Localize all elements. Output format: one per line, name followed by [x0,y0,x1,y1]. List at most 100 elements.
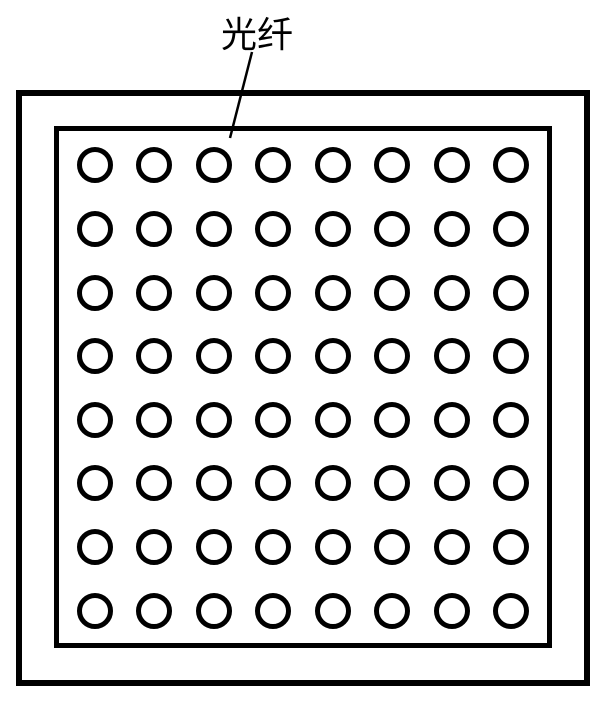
grid-cell [255,146,293,185]
grid-cell [374,146,412,185]
fiber-label-text: 光纤 [221,14,293,55]
fiber-label: 光纤 [221,6,293,58]
fiber-circle [255,275,291,311]
fiber-circle [196,275,232,311]
grid-cell [255,273,293,312]
fiber-circle [136,147,172,183]
grid-cell [493,146,531,185]
fiber-circle [77,593,113,629]
grid-cell [314,337,352,376]
grid-cell [433,528,471,567]
grid-cell [314,401,352,440]
fiber-circle [255,465,291,501]
grid-cell [195,401,233,440]
grid-cell [493,273,531,312]
fiber-circle [315,593,351,629]
fiber-circle [315,402,351,438]
grid-cell [195,528,233,567]
fiber-circle [434,211,470,247]
grid-cell [195,337,233,376]
grid-cell [255,401,293,440]
grid-cell [493,591,531,630]
grid-cell [76,146,114,185]
fiber-circle [493,593,529,629]
grid-cell [76,210,114,249]
grid-cell [493,210,531,249]
fiber-circle [434,147,470,183]
fiber-circle [493,338,529,374]
fiber-circle [196,465,232,501]
grid-cell [374,528,412,567]
grid-cell [195,273,233,312]
fiber-circle [136,338,172,374]
grid-cell [433,401,471,440]
grid-cell [374,210,412,249]
fiber-circle [196,211,232,247]
fiber-circle [434,338,470,374]
fiber-circle [493,465,529,501]
grid-cell [76,337,114,376]
grid-cell [314,273,352,312]
grid-cell [136,591,174,630]
grid-cell [195,464,233,503]
grid-cell [314,146,352,185]
grid-cell [374,337,412,376]
fiber-circle [77,402,113,438]
fiber-circle [434,593,470,629]
grid-cell [433,146,471,185]
fiber-circle [255,402,291,438]
grid-cell [374,401,412,440]
fiber-circle [315,338,351,374]
fiber-circle [374,147,410,183]
fiber-circle [315,275,351,311]
fiber-circle [136,275,172,311]
grid-cell [136,401,174,440]
grid-cell [136,146,174,185]
grid-cell [314,528,352,567]
fiber-circle [374,275,410,311]
grid-cell [374,591,412,630]
fiber-circle [493,211,529,247]
fiber-circle [374,465,410,501]
grid-cell [374,273,412,312]
fiber-circle [493,402,529,438]
fiber-circle [434,529,470,565]
fiber-circle [77,275,113,311]
fiber-circle [374,211,410,247]
fiber-circle [255,529,291,565]
fiber-circle [493,147,529,183]
grid-cell [493,337,531,376]
grid-cell [136,273,174,312]
fiber-circle [315,147,351,183]
grid-cell [136,464,174,503]
grid-cell [433,210,471,249]
grid-cell [493,464,531,503]
fiber-circle [493,275,529,311]
grid-cell [76,273,114,312]
fiber-circle [255,593,291,629]
fiber-circle [255,147,291,183]
fiber-circle [315,211,351,247]
fiber-circle [136,465,172,501]
fiber-circle [196,593,232,629]
grid-cell [255,528,293,567]
fiber-circle [315,465,351,501]
fiber-circle [136,529,172,565]
grid-cell [374,464,412,503]
fiber-circle [374,593,410,629]
grid-cell [255,591,293,630]
grid-cell [76,591,114,630]
fiber-circle [374,338,410,374]
grid-cell [433,337,471,376]
fiber-circle [196,147,232,183]
grid-cell [493,528,531,567]
grid-cell [255,337,293,376]
grid-cell [195,210,233,249]
grid-cell [255,210,293,249]
fiber-circle [77,338,113,374]
grid-cell [433,464,471,503]
fiber-circle [434,465,470,501]
fiber-circle [196,529,232,565]
fiber-circle [196,402,232,438]
fiber-circle [136,593,172,629]
